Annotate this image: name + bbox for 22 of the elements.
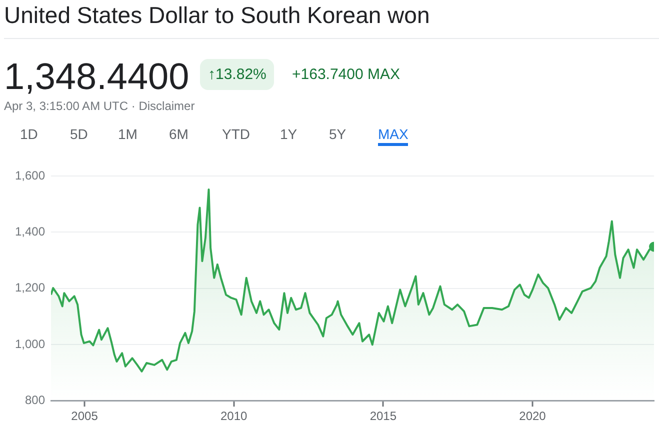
text: ↑13.82% [200, 59, 274, 90]
y-tick-label: 1,000 [14, 336, 46, 351]
text: MAX [378, 126, 408, 146]
text: 1Y [280, 126, 298, 142]
text: 1D [20, 126, 38, 142]
x-tick-label: 2020 [519, 409, 546, 424]
y-tick-label: 1,200 [14, 280, 46, 295]
text: 1M [118, 126, 138, 142]
x-tick-label: 2010 [220, 409, 248, 424]
x-tick-label: 2005 [71, 409, 98, 424]
text: Apr 3, 3:15:00 AM UTC · Disclaimer [4, 99, 195, 113]
y-tick-label: 1,400 [14, 224, 46, 238]
text: +163.7400 MAX [292, 66, 400, 83]
text: 5D [70, 126, 88, 142]
text: 6M [169, 126, 188, 142]
text: YTD [222, 126, 250, 142]
y-tick-label: 1,600 [14, 168, 46, 182]
y-tick-label: 800 [24, 392, 46, 407]
chart-title: United States Dollar to South Korean won [4, 2, 430, 29]
x-tick-label: 2015 [370, 409, 397, 424]
chart-subtitle: 1,348.4400 [4, 56, 190, 98]
text: 5Y [329, 126, 346, 142]
